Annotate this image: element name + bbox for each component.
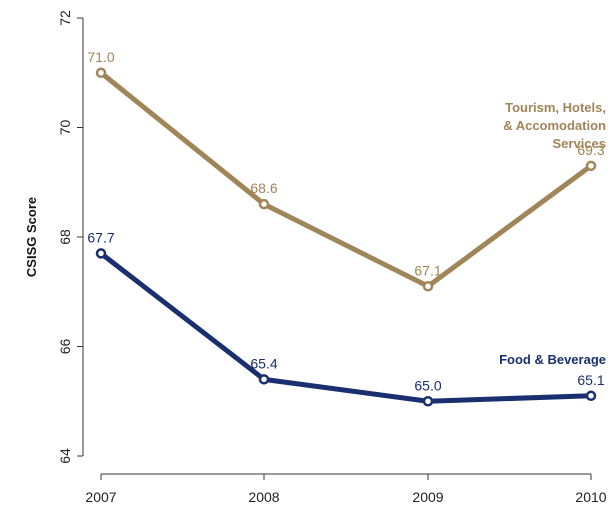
series-name-0-line-1: & Accomodation: [503, 118, 606, 133]
y-tick-label-72: 72: [57, 10, 73, 26]
data-label-0-1: 68.6: [250, 180, 277, 196]
data-point-1-3: [585, 390, 597, 402]
chart-axes: 64 66 68 70 72 CSISG Score 2007 2008 2009 2010: [24, 10, 607, 505]
series-line-1: [98, 250, 594, 404]
series-name-0-line-0: Tourism, Hotels,: [505, 100, 606, 115]
x-tick-label-2008: 2008: [248, 489, 279, 505]
y-tick-label-70: 70: [57, 120, 73, 136]
data-label-0-2: 67.1: [414, 262, 441, 278]
series-line-0: [98, 70, 594, 289]
data-point-1-2: [422, 396, 434, 407]
data-label-0-0: 71.0: [87, 49, 114, 65]
x-tick-label-2007: 2007: [85, 489, 116, 505]
data-point-0-0: [95, 67, 107, 78]
y-tick-label-68: 68: [57, 229, 73, 245]
data-labels: 71.0 68.6 67.1 69.3 67.7 65.4 65.0 65.1: [87, 49, 604, 394]
data-point-1-1: [258, 374, 270, 385]
x-tick-label-2010: 2010: [575, 489, 606, 505]
data-point-0-1: [258, 198, 270, 210]
y-axis-title: CSISG Score: [24, 197, 39, 277]
data-label-1-2: 65.0: [414, 377, 441, 393]
data-label-0-3: 69.3: [577, 142, 604, 158]
data-point-1-0: [95, 248, 107, 259]
data-point-0-3: [585, 160, 597, 172]
series-name-1-line-0: Food & Beverage: [499, 352, 606, 367]
y-tick-label-66: 66: [57, 339, 73, 355]
data-point-0-2: [422, 281, 434, 292]
data-label-1-0: 67.7: [87, 229, 114, 245]
y-tick-label-64: 64: [57, 448, 73, 464]
series-name-0-line-2: Services: [553, 136, 607, 151]
x-tick-label-2009: 2009: [412, 489, 443, 505]
data-label-1-1: 65.4: [250, 355, 277, 371]
series-names: Tourism, Hotels, & Accomodation Services Fo…: [499, 100, 606, 367]
series-lines: [95, 67, 597, 407]
data-label-1-3: 65.1: [577, 372, 604, 388]
